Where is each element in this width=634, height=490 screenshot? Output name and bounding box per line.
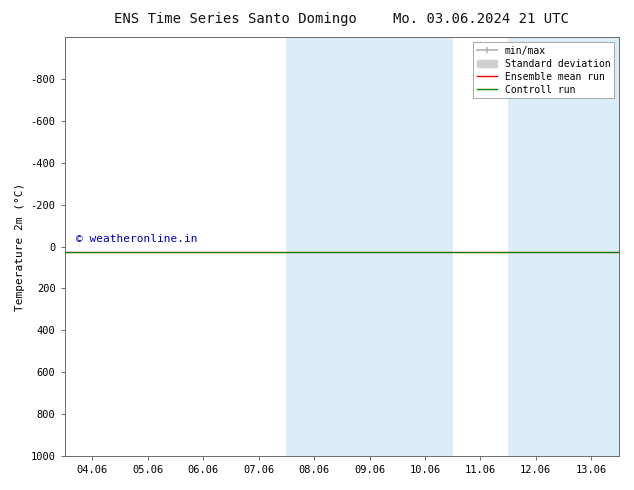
Legend: min/max, Standard deviation, Ensemble mean run, Controll run: min/max, Standard deviation, Ensemble me…: [474, 42, 614, 98]
Text: Mo. 03.06.2024 21 UTC: Mo. 03.06.2024 21 UTC: [393, 12, 569, 26]
Bar: [287, 37, 453, 456]
Bar: [508, 37, 619, 456]
Y-axis label: Temperature 2m (°C): Temperature 2m (°C): [15, 182, 25, 311]
Text: © weatheronline.in: © weatheronline.in: [75, 234, 197, 244]
Text: ENS Time Series Santo Domingo: ENS Time Series Santo Domingo: [114, 12, 357, 26]
